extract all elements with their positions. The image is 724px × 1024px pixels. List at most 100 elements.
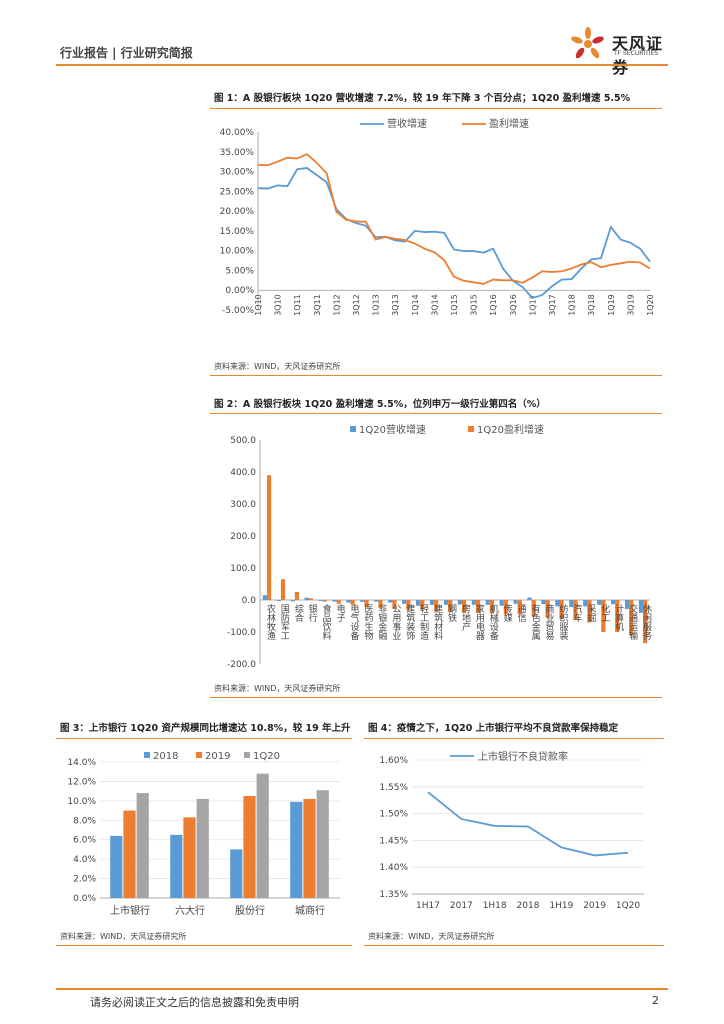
logo-flower-icon	[571, 27, 604, 59]
bar-1	[624, 600, 630, 609]
legend-label-2: 2019	[205, 751, 230, 762]
bar-1	[416, 600, 421, 606]
x-tick-label: 机械设备	[488, 603, 499, 640]
fig4-chart: 1.35% 1.40% 1.45% 1.50% 1.55% 1.60% 1H17 2017 1H…	[379, 750, 644, 911]
y-tick-label: -100.0	[227, 628, 256, 638]
x-tick-label: 3Q18	[587, 294, 596, 316]
bar-1	[443, 600, 449, 605]
y-tick-label: 100.0	[230, 564, 256, 574]
fig3-title: 图 3：上市银行 1Q20 资产规模同比增速达 10.8%，较 19 年上升	[60, 723, 351, 734]
x-tick-label: 2017	[450, 901, 473, 911]
series-line-2	[257, 153, 651, 285]
y-tick-label: 1.45%	[379, 836, 408, 846]
bar-3	[196, 798, 209, 898]
x-tick-label: 农林牧渔	[265, 603, 276, 640]
bar-1	[276, 600, 281, 601]
bar-1	[230, 849, 243, 898]
bar-1	[388, 600, 393, 603]
bar-2	[350, 600, 355, 605]
bar-1	[583, 600, 588, 607]
y-tick-label: 15.00%	[220, 227, 255, 237]
y-tick-label: 1.55%	[379, 783, 408, 793]
x-tick-label: 国防军工	[279, 604, 290, 640]
fig4-bottom-rule	[364, 945, 664, 946]
x-tick-label: 综合	[293, 603, 304, 623]
bar-2	[573, 600, 578, 620]
bar-1	[485, 600, 490, 605]
x-tick-label: 医药生物	[362, 604, 373, 641]
y-tick-label: 12.0%	[67, 777, 96, 787]
x-tick-label: 交通运输	[627, 603, 638, 641]
fig4-source: 资料来源：WIND，天风证券研究所	[368, 932, 495, 941]
logo-name: 天风证券	[612, 34, 664, 77]
x-tick-label: 轻工制造	[418, 603, 429, 641]
y-tick-label: 400.0	[230, 468, 256, 478]
bar-2	[294, 592, 299, 600]
x-tick-label: 1Q18	[568, 294, 577, 316]
bar-2	[123, 810, 136, 898]
bar-3	[316, 790, 329, 898]
bar-2	[364, 600, 369, 608]
bar-2	[503, 600, 508, 615]
y-tick-label: 14.0%	[67, 758, 96, 768]
bar-2	[303, 798, 316, 898]
y-tick-label: 200.0	[230, 532, 256, 542]
bar-2	[420, 600, 425, 610]
fig2-source: 资料来源：WIND，天风证券研究所	[214, 684, 341, 693]
bar-1	[597, 600, 602, 605]
bar-2	[322, 600, 327, 602]
fig2-bottom-rule	[210, 697, 662, 698]
fig1-title-rule	[210, 108, 662, 109]
x-tick-label: 1Q12	[332, 294, 341, 316]
fig3-title-rule	[56, 738, 352, 739]
y-tick-label: 5.00%	[225, 266, 254, 276]
bar-3	[256, 773, 269, 898]
x-tick-label: 3Q16	[509, 294, 518, 316]
y-tick-label: 10.0%	[67, 797, 96, 807]
x-tick-label: 电气设备	[349, 603, 360, 640]
bar-1	[499, 600, 504, 606]
bar-2	[587, 600, 592, 623]
x-tick-label: 城商行	[295, 904, 325, 917]
y-tick-label: 8.0%	[73, 816, 96, 826]
y-tick-label: 500.0	[230, 436, 256, 446]
legend-swatch-1	[350, 426, 356, 432]
series-line-1	[427, 791, 629, 857]
bar-2	[517, 600, 522, 615]
x-tick-label: 1Q13	[372, 294, 381, 316]
x-tick-label: 3Q10	[274, 294, 283, 316]
x-tick-label: 银行	[307, 603, 318, 623]
y-tick-label: 0.0%	[73, 894, 96, 904]
x-tick-label: 3Q12	[352, 294, 361, 316]
x-tick-label: 公用事业	[390, 604, 401, 640]
x-tick-label: 房地产	[460, 603, 471, 632]
fig4-title-rule	[364, 738, 664, 739]
bar-1	[569, 600, 574, 608]
legend-swatch-2	[196, 752, 202, 758]
x-tick-label: 1Q20	[616, 901, 641, 911]
x-tick-label: 1Q19	[607, 294, 616, 316]
legend-label-2: 盈利增速	[489, 117, 529, 130]
legend-label-3: 1Q20	[253, 751, 280, 762]
x-tick-label: 通信	[516, 604, 527, 623]
fig3-source: 资料来源：WIND，天风证券研究所	[60, 932, 187, 941]
page-number: 2	[652, 994, 659, 1007]
x-tick-label: 建筑装饰	[404, 603, 415, 641]
report-header: 行业报告 | 行业研究简报	[60, 46, 193, 60]
x-tick-label: 电子	[335, 603, 346, 622]
x-tick-label: 上市银行	[110, 904, 150, 917]
series-line-1	[257, 167, 651, 300]
bar-1	[457, 600, 462, 605]
x-tick-label: 1Q20	[646, 294, 655, 316]
bar-2	[280, 579, 286, 600]
bar-1	[638, 600, 644, 613]
bar-2	[378, 600, 383, 608]
header-rule	[56, 64, 668, 66]
company-logo: 天风证券 TF SECURITIES	[568, 24, 678, 77]
legend-swatch-1	[144, 752, 150, 758]
bar-1	[346, 600, 351, 603]
legend-label-1: 上市银行不良贷款率	[478, 750, 568, 763]
bar-1	[262, 595, 267, 600]
bar-2	[601, 600, 606, 632]
y-tick-label: -200.0	[227, 660, 256, 670]
